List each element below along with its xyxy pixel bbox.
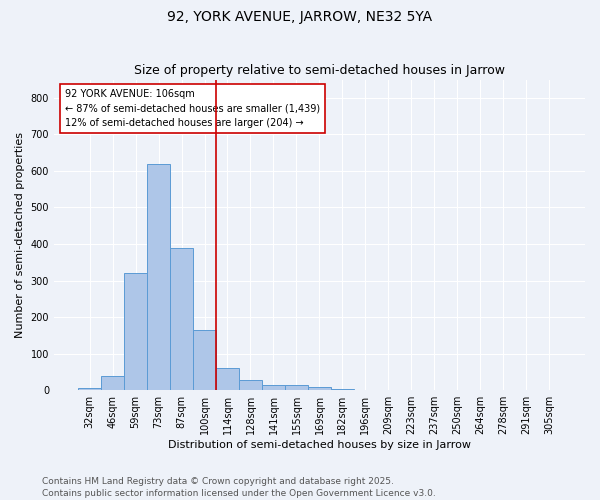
Bar <box>147 164 170 390</box>
Bar <box>101 376 124 390</box>
Bar <box>193 330 216 390</box>
Text: 92 YORK AVENUE: 106sqm
← 87% of semi-detached houses are smaller (1,439)
12% of : 92 YORK AVENUE: 106sqm ← 87% of semi-det… <box>65 89 320 128</box>
Title: Size of property relative to semi-detached houses in Jarrow: Size of property relative to semi-detach… <box>134 64 505 77</box>
Bar <box>124 274 147 390</box>
Bar <box>308 386 331 390</box>
Bar <box>239 380 262 390</box>
Bar <box>285 384 308 390</box>
Bar <box>170 248 193 390</box>
Bar <box>331 389 354 390</box>
Y-axis label: Number of semi-detached properties: Number of semi-detached properties <box>15 132 25 338</box>
X-axis label: Distribution of semi-detached houses by size in Jarrow: Distribution of semi-detached houses by … <box>168 440 471 450</box>
Bar <box>262 384 285 390</box>
Bar <box>78 388 101 390</box>
Bar <box>216 368 239 390</box>
Text: 92, YORK AVENUE, JARROW, NE32 5YA: 92, YORK AVENUE, JARROW, NE32 5YA <box>167 10 433 24</box>
Text: Contains HM Land Registry data © Crown copyright and database right 2025.
Contai: Contains HM Land Registry data © Crown c… <box>42 476 436 498</box>
